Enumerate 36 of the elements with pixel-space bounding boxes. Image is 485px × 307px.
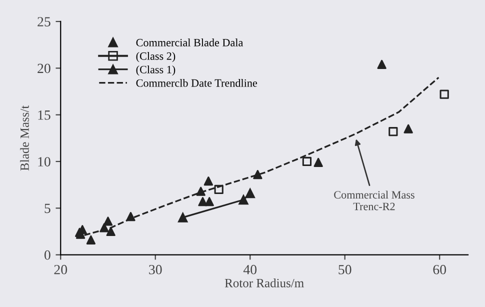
legend-label: Commercial Blade Dala — [136, 38, 244, 46]
point — [404, 124, 413, 134]
annotation: Commercial Mass Trenc-R2 — [334, 190, 414, 210]
x-tick-label: 30 — [149, 264, 162, 274]
legend-label: (Class 2) — [136, 52, 176, 62]
y-tick-label: 5 — [44, 204, 50, 214]
x-tick-label: 60 — [433, 264, 446, 274]
x-tick-label: 50 — [338, 264, 352, 274]
y-tick-label: 15 — [38, 110, 50, 120]
x-axis-title: Rotor Radius/m — [224, 278, 304, 288]
y-tick-label: 10 — [38, 157, 50, 166]
point — [377, 60, 386, 69]
point — [106, 226, 116, 236]
y-axis-title: Blade Mass/t — [20, 105, 29, 171]
point — [198, 197, 208, 206]
point — [214, 184, 224, 194]
x-tick-label: 20 — [54, 264, 68, 274]
point — [204, 176, 213, 186]
y-tick-label: 25 — [38, 17, 50, 26]
point — [238, 194, 248, 205]
point — [440, 90, 449, 99]
point — [245, 188, 255, 198]
point — [86, 235, 96, 244]
point — [204, 197, 214, 206]
point — [253, 170, 262, 180]
x-tick-label: 40 — [243, 264, 257, 274]
y-tick-label: 20 — [38, 64, 50, 74]
legend-label: (Class 1) — [136, 66, 176, 76]
legend-label: Commerclb Date Trendline — [136, 78, 258, 87]
point — [302, 156, 312, 166]
point — [314, 158, 323, 167]
point — [388, 127, 398, 136]
point — [196, 186, 206, 196]
y-tick-label: 0 — [44, 250, 50, 260]
point — [178, 212, 188, 222]
point — [103, 216, 113, 226]
